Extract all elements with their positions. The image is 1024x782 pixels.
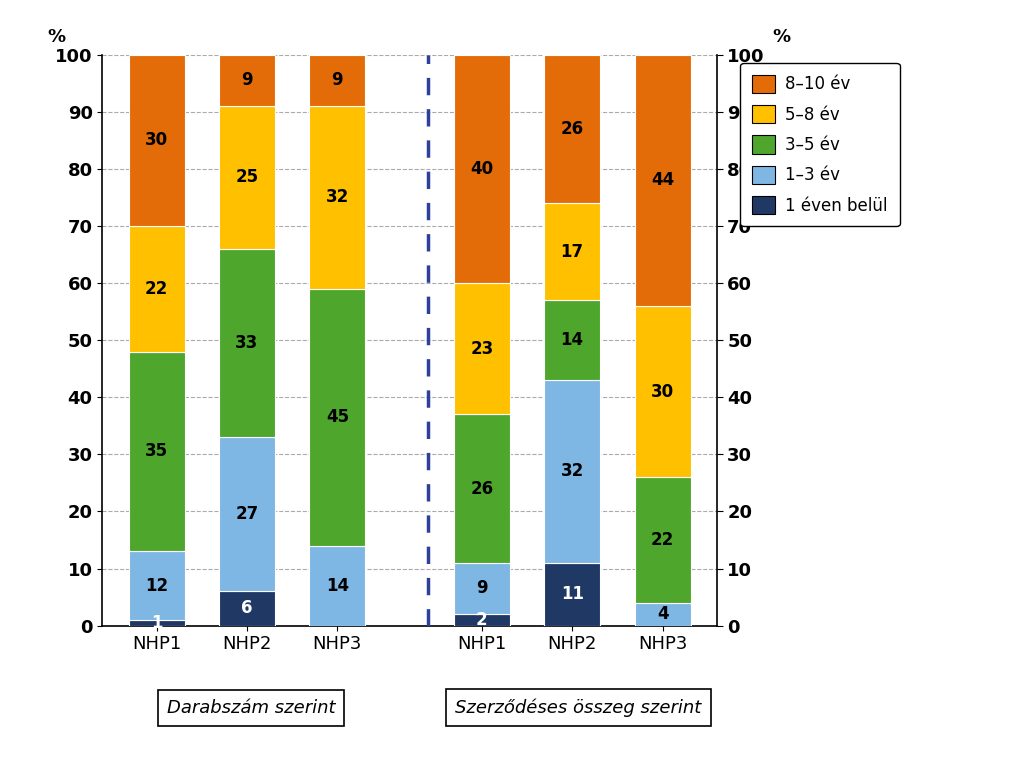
Bar: [309, 289, 366, 546]
Bar: [129, 226, 184, 352]
Text: 32: 32: [560, 462, 584, 480]
Text: 40: 40: [470, 160, 494, 178]
Bar: [219, 591, 275, 626]
Text: 12: 12: [145, 576, 168, 594]
Text: 14: 14: [326, 576, 349, 594]
Text: 14: 14: [561, 331, 584, 350]
Text: 44: 44: [651, 171, 674, 189]
Text: 26: 26: [561, 120, 584, 138]
Bar: [129, 620, 184, 626]
Text: %: %: [772, 28, 791, 46]
Text: 27: 27: [236, 505, 259, 523]
Text: 26: 26: [470, 479, 494, 497]
Text: 11: 11: [561, 585, 584, 603]
Bar: [544, 563, 600, 626]
Bar: [544, 380, 600, 563]
Text: 33: 33: [236, 334, 259, 352]
Text: 30: 30: [651, 382, 674, 400]
Bar: [544, 203, 600, 300]
Text: 45: 45: [326, 408, 349, 426]
Text: 23: 23: [470, 339, 494, 357]
Bar: [454, 414, 510, 563]
Text: 22: 22: [145, 280, 168, 298]
Bar: [544, 55, 600, 203]
Text: 9: 9: [476, 579, 487, 597]
Bar: [635, 603, 690, 626]
Text: 17: 17: [561, 242, 584, 260]
Bar: [309, 106, 366, 289]
Bar: [454, 563, 510, 614]
Bar: [635, 477, 690, 603]
Text: 6: 6: [242, 600, 253, 618]
Bar: [129, 352, 184, 551]
Text: Szerződéses összeg szerint: Szerződéses összeg szerint: [456, 698, 701, 717]
Text: 35: 35: [145, 443, 168, 461]
Bar: [635, 55, 690, 306]
Bar: [219, 249, 275, 437]
Bar: [635, 306, 690, 477]
Text: 9: 9: [242, 71, 253, 89]
Text: 2: 2: [476, 611, 487, 629]
Bar: [454, 283, 510, 414]
Bar: [129, 55, 184, 226]
Bar: [219, 55, 275, 106]
Bar: [129, 551, 184, 620]
Text: 32: 32: [326, 188, 349, 206]
Text: 30: 30: [145, 131, 168, 149]
Bar: [454, 614, 510, 626]
Text: Darabszám szerint: Darabszám szerint: [167, 698, 335, 717]
Bar: [219, 437, 275, 591]
Legend: 8–10 év, 5–8 év, 3–5 év, 1–3 év, 1 éven belül: 8–10 év, 5–8 év, 3–5 év, 1–3 év, 1 éven …: [740, 63, 900, 227]
Text: 9: 9: [332, 71, 343, 89]
Text: 4: 4: [656, 605, 669, 623]
Bar: [544, 300, 600, 380]
Bar: [309, 546, 366, 626]
Text: 22: 22: [651, 531, 674, 549]
Text: 1: 1: [151, 614, 163, 632]
Text: %: %: [47, 28, 66, 46]
Bar: [219, 106, 275, 249]
Text: 25: 25: [236, 168, 258, 186]
Bar: [309, 55, 366, 106]
Bar: [454, 55, 510, 283]
